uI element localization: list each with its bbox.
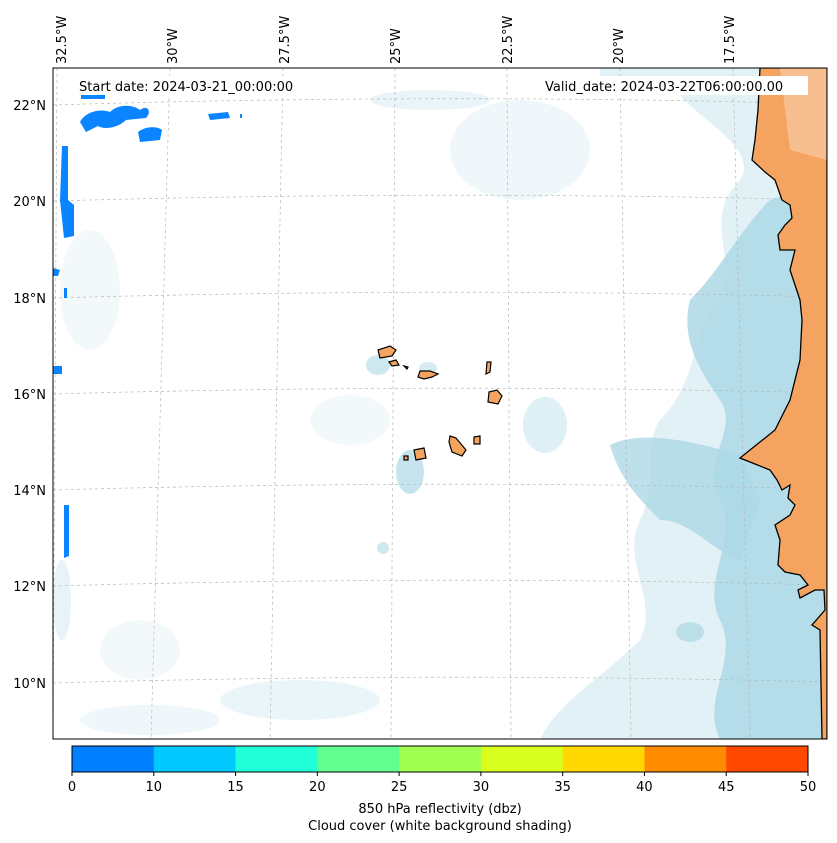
lat-label-10n: 10°N xyxy=(13,677,46,692)
africa-landmass xyxy=(738,68,827,739)
colorbar-swatch-5 xyxy=(480,746,564,772)
map-gridlines xyxy=(53,68,827,739)
start-date-label: Start date: 2024-03-21_00:00:00 xyxy=(79,80,293,95)
lon-label-22-5w: 22.5°W xyxy=(501,16,516,64)
reflectivity-blobs xyxy=(53,95,242,558)
colorbar-tick-label: 25 xyxy=(391,780,408,795)
colorbar-frame xyxy=(71,745,809,773)
colorbar-tick-label: 20 xyxy=(309,780,326,795)
colorbar-swatch-3 xyxy=(317,746,400,772)
colorbar-tick-label: 30 xyxy=(473,780,490,795)
colorbar-tick-label: 45 xyxy=(718,780,735,795)
colorbar-swatch-4 xyxy=(399,746,482,772)
colorbar: 0 10 15 20 25 30 35 40 45 50 850 hPa reflectivity… xyxy=(68,745,816,834)
lat-label-20n: 20°N xyxy=(13,195,46,210)
colorbar-caption-line1: 850 hPa reflectivity (dbz) xyxy=(358,802,521,817)
latitude-labels: 22°N 20°N 18°N 16°N 14°N 12°N 10°N xyxy=(13,99,46,692)
colorbar-tick-label: 50 xyxy=(800,780,817,795)
colorbar-tick-label: 35 xyxy=(554,780,571,795)
colorbar-swatch-2 xyxy=(235,746,318,772)
lon-label-17-5w: 17.5°W xyxy=(723,16,738,64)
lon-label-27-5w: 27.5°W xyxy=(278,16,293,64)
colorbar-swatch-0 xyxy=(72,746,155,772)
lon-label-32-5w: 32.5°W xyxy=(55,16,70,64)
colorbar-swatch-6 xyxy=(562,746,645,772)
valid-date-label: Valid_date: 2024-03-22T06:00:00.00 xyxy=(545,80,783,95)
colorbar-swatch-7 xyxy=(644,746,727,772)
map-frame xyxy=(52,67,828,740)
lat-label-12n: 12°N xyxy=(13,580,46,595)
colorbar-swatch-1 xyxy=(153,746,237,772)
lat-label-16n: 16°N xyxy=(13,388,46,403)
valid-date-box xyxy=(538,76,808,95)
colorbar-caption-line2: Cloud cover (white background shading) xyxy=(308,819,572,834)
lon-label-20w: 20°W xyxy=(612,28,627,64)
lon-label-25w: 25°W xyxy=(389,28,404,64)
longitude-labels: 32.5°W 30°W 27.5°W 25°W 22.5°W 20°W 17.5… xyxy=(55,16,738,64)
colorbar-ticks: 0 10 15 20 25 30 35 40 45 50 xyxy=(68,772,816,795)
lon-label-30w: 30°W xyxy=(166,28,181,64)
colorbar-tick-label: 15 xyxy=(227,780,244,795)
lat-label-22n: 22°N xyxy=(13,99,46,114)
lat-label-18n: 18°N xyxy=(13,292,46,307)
map-content xyxy=(53,68,827,739)
colorbar-tick-label: 10 xyxy=(146,780,163,795)
colorbar-tick-label: 40 xyxy=(636,780,653,795)
colorbar-tick-label: 0 xyxy=(68,780,76,795)
colorbar-swatches xyxy=(72,746,809,772)
cape-verde-islands xyxy=(377,345,503,461)
start-date-box xyxy=(70,76,320,95)
lat-label-14n: 14°N xyxy=(13,484,46,499)
colorbar-swatch-8 xyxy=(726,746,809,772)
